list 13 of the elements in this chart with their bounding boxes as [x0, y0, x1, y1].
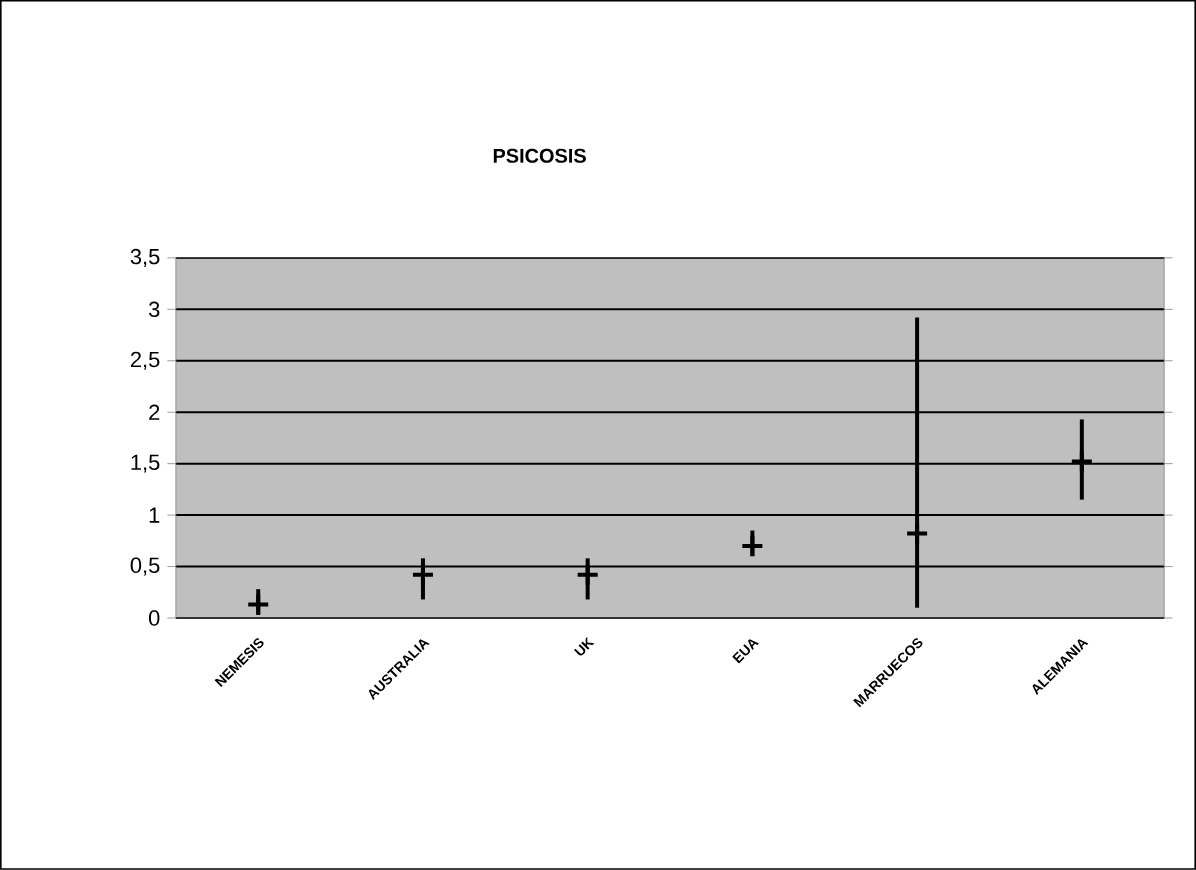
y-tick-label: 0 — [148, 610, 160, 626]
point — [1069, 449, 1094, 474]
y-tick-label: 2,5 — [130, 351, 160, 370]
y-tick-label: 3,5 — [130, 248, 160, 268]
y-tick-label: 2 — [149, 404, 160, 420]
point — [740, 534, 765, 559]
y-tick-label: 1 — [149, 507, 160, 523]
chart-title: PSICOSIS — [493, 148, 586, 163]
y-tick-label: 3 — [148, 301, 160, 318]
y-tick-label: 0,5 — [130, 557, 160, 576]
y-tick-label: 1,5 — [131, 454, 160, 473]
point — [905, 521, 930, 546]
point — [246, 592, 271, 617]
